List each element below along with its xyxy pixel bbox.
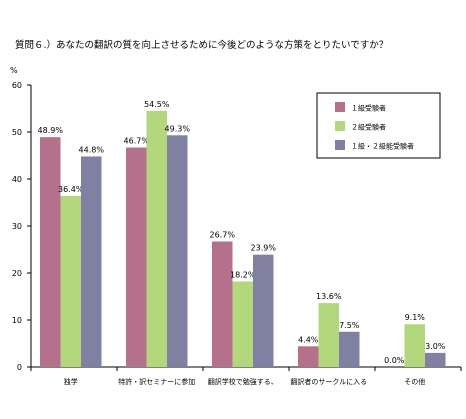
y-tick-label: 40 [12,175,22,184]
bar [425,352,446,367]
chart-title: 質問６.）あなたの翻訳の質を向上させるために今後どのような方策をとりたいですか？ [15,39,388,51]
y-tick-label: 50 [12,128,22,137]
x-tick-label: その他 [404,377,425,386]
bar [298,346,319,367]
y-axis-unit-label: % [10,66,18,75]
bar-value-label: 9.1% [405,313,426,322]
bar [126,147,147,367]
x-tick-label: 翻訳学校で勉強する、 [208,377,278,386]
bar-value-label: 0.0% [384,356,405,365]
x-tick-label: 翻訳者のサークルに入る [290,377,367,386]
bar-value-label: 46.7% [124,137,150,146]
bar-value-label: 49.3% [165,124,191,133]
bar [60,195,81,367]
bar [318,303,339,367]
bar [81,156,102,367]
legend-label: ２級受験者 [351,123,386,132]
legend-swatch [335,140,345,150]
bar [404,324,425,367]
bar-value-label: 3.0% [425,342,446,351]
bar-value-label: 26.7% [210,231,236,240]
legend-swatch [335,121,345,131]
y-tick-label: 60 [12,81,22,90]
x-tick-label: 独学 [64,377,78,386]
bar-value-label: 4.4% [298,335,319,344]
y-tick-label: 30 [12,222,22,231]
bar-value-label: 36.4% [58,185,84,194]
bar-value-label: 54.5% [144,100,170,109]
legend-label: １級受験者 [351,104,386,113]
legend-swatch [335,102,345,112]
bar [167,135,188,367]
bar [40,137,61,367]
bar-value-label: 13.6% [316,292,342,301]
bar [146,110,167,367]
axes: 0 10 20 30 40 50 60 独学 特許・訳セミナーに参加 翻訳学校で勉強する、 翻訳者の… [12,81,462,386]
bar-value-label: 44.8% [79,145,105,154]
x-tick-label: 特許・訳セミナーに参加 [118,377,195,386]
legend: １級受験者 ２級受験者 １級・２級能受験者 [316,92,441,159]
bar [339,331,360,367]
bar-value-label: 48.9% [38,126,64,135]
bar [253,254,274,367]
y-tick-label: 20 [12,269,22,278]
bar-value-label: 23.9% [251,244,277,253]
legend-label: １級・２級能受験者 [351,142,414,151]
y-tick-label: 0 [17,363,22,372]
y-tick-label: 10 [12,316,22,325]
bar [212,241,233,367]
bar-value-label: 18.2% [230,270,256,279]
bar-value-label: 7.5% [339,321,360,330]
bar [232,281,253,367]
bars: 48.9% 36.4% 44.8% 46.7% 54.5% 49.3% 26.7% 18.2%… [38,100,446,367]
